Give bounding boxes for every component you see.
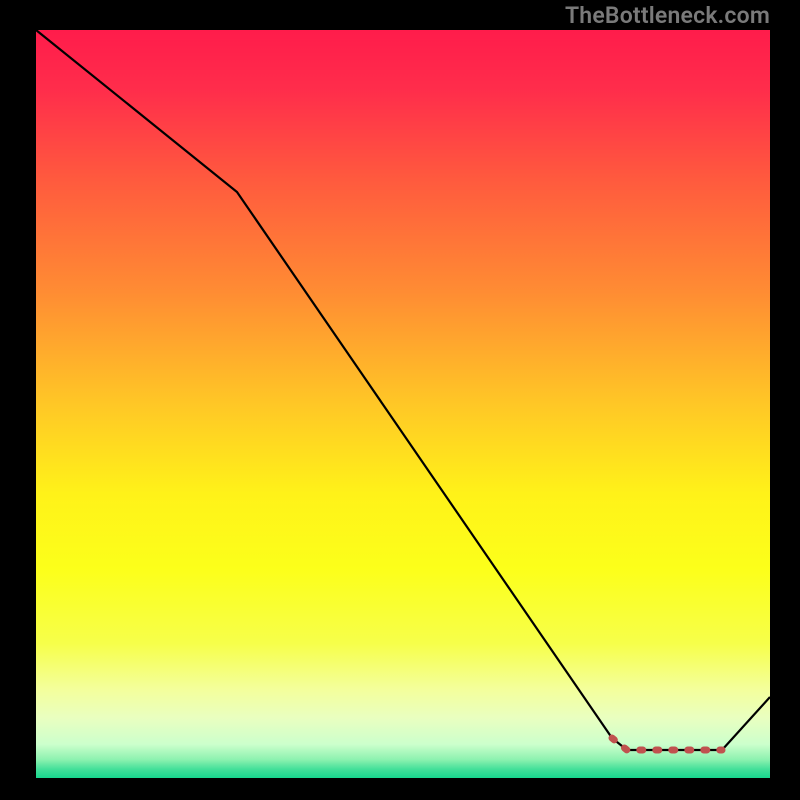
data-line xyxy=(36,30,770,750)
chart-overlay xyxy=(0,0,800,800)
watermark-text: TheBottleneck.com xyxy=(565,2,770,29)
bottleneck-marker xyxy=(612,738,722,750)
canvas: TheBottleneck.com xyxy=(0,0,800,800)
